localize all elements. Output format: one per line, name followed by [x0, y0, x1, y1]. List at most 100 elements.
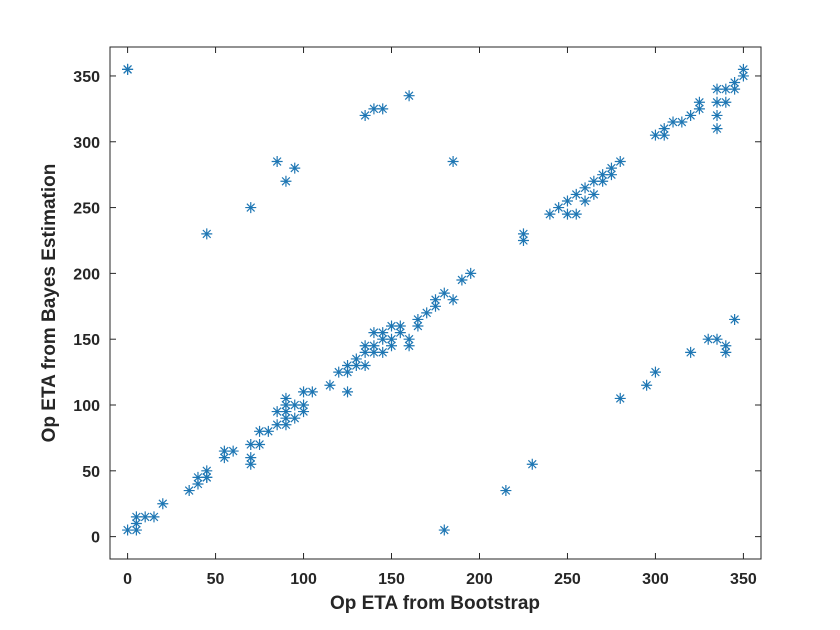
data-point — [386, 340, 398, 352]
data-point — [271, 419, 283, 431]
data-point — [438, 524, 450, 536]
data-point — [298, 406, 310, 418]
y-tick-label: 350 — [73, 69, 100, 86]
data-point — [729, 313, 741, 325]
x-tick-label: 200 — [466, 571, 493, 588]
data-point — [649, 366, 661, 378]
data-point — [298, 386, 310, 398]
data-point — [130, 524, 142, 536]
data-point — [359, 360, 371, 372]
data-point — [280, 406, 292, 418]
data-point — [614, 392, 626, 404]
data-point — [306, 386, 318, 398]
data-point — [368, 327, 380, 339]
data-point — [377, 333, 389, 345]
data-point — [359, 109, 371, 121]
data-point — [605, 169, 617, 181]
data-point — [394, 327, 406, 339]
data-point — [438, 287, 450, 299]
data-point — [597, 175, 609, 187]
data-point — [368, 340, 380, 352]
data-point — [201, 228, 213, 240]
data-point — [298, 399, 310, 411]
data-point — [403, 340, 415, 352]
data-point — [289, 162, 301, 174]
data-point — [685, 109, 697, 121]
data-point — [227, 445, 239, 457]
data-point — [289, 399, 301, 411]
data-point — [386, 320, 398, 332]
data-point — [218, 445, 230, 457]
data-point — [737, 70, 749, 82]
y-tick-label: 150 — [73, 332, 100, 349]
data-point — [271, 406, 283, 418]
x-tick-label: 0 — [123, 571, 132, 588]
data-point — [570, 208, 582, 220]
data-point — [254, 438, 266, 450]
data-point — [421, 307, 433, 319]
data-point — [245, 438, 257, 450]
data-point — [254, 425, 266, 437]
data-point — [280, 412, 292, 424]
data-point — [588, 188, 600, 200]
data-point — [403, 90, 415, 102]
x-axis: 0 50 100 150 200 250 300 350 — [123, 47, 757, 588]
data-point — [245, 458, 257, 470]
data-point — [500, 485, 512, 497]
y-tick-label: 0 — [91, 530, 100, 547]
data-point — [579, 195, 591, 207]
x-tick-label: 150 — [378, 571, 405, 588]
data-point — [130, 511, 142, 523]
data-point — [561, 208, 573, 220]
data-point — [729, 83, 741, 95]
data-point — [368, 103, 380, 115]
data-point — [342, 360, 354, 372]
data-point — [553, 202, 565, 214]
data-point — [377, 346, 389, 358]
data-point — [280, 419, 292, 431]
data-point — [139, 511, 151, 523]
data-point — [245, 452, 257, 464]
x-tick-label: 250 — [554, 571, 581, 588]
data-point — [447, 156, 459, 168]
data-points — [122, 63, 749, 536]
data-point — [614, 156, 626, 168]
data-point — [526, 458, 538, 470]
data-point — [368, 346, 380, 358]
data-point — [579, 182, 591, 194]
data-point — [122, 63, 134, 75]
data-point — [667, 116, 679, 128]
data-point — [597, 169, 609, 181]
data-point — [430, 300, 441, 312]
data-point — [280, 399, 292, 411]
data-point — [711, 83, 723, 95]
data-point — [720, 96, 732, 108]
data-point — [711, 123, 723, 135]
x-axis-label: Op ETA from Bootstrap — [330, 593, 540, 614]
data-point — [676, 116, 688, 128]
data-point — [183, 485, 195, 497]
data-point — [324, 379, 336, 391]
data-point — [130, 517, 142, 529]
data-point — [377, 103, 389, 115]
data-point — [359, 340, 371, 352]
data-point — [693, 103, 705, 115]
data-point — [342, 366, 354, 378]
data-point — [148, 511, 160, 523]
data-point — [737, 63, 749, 75]
data-point — [605, 162, 617, 174]
data-point — [262, 425, 274, 437]
data-point — [245, 202, 257, 214]
data-point — [685, 346, 697, 358]
data-point — [201, 465, 213, 477]
data-point — [192, 471, 204, 483]
data-point — [192, 478, 204, 490]
data-point — [157, 498, 169, 510]
data-point — [386, 333, 398, 345]
data-point — [359, 346, 371, 358]
data-point — [517, 228, 529, 240]
data-point — [218, 452, 230, 464]
x-tick-label: 300 — [642, 571, 669, 588]
data-point — [720, 340, 732, 352]
